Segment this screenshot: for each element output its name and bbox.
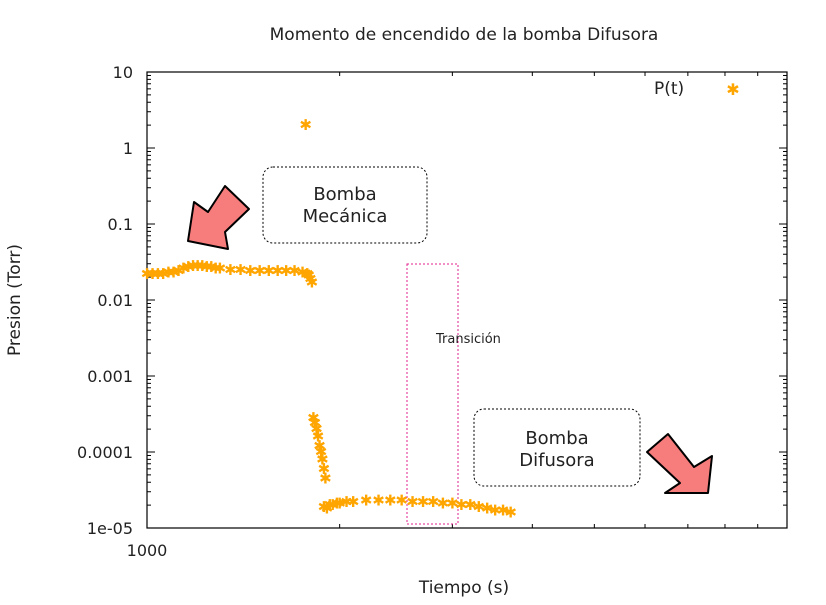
annotation-transicion: Transición: [435, 332, 501, 347]
data-point: ✱: [315, 443, 328, 461]
data-point: ✱: [310, 420, 323, 438]
y-tick-label: 1e-05: [87, 519, 133, 538]
x-axis-label: Tiempo (s): [418, 578, 509, 598]
y-tick-label: 0.0001: [77, 443, 133, 462]
y-tick-label: 1: [123, 139, 133, 158]
data-point: ✱: [162, 264, 175, 282]
annotation-line: Difusora: [519, 450, 594, 471]
data-point: ✱: [141, 265, 154, 283]
data-point: ✱: [304, 270, 317, 288]
chart-title: Momento de encendido de la bomba Difusor…: [270, 25, 659, 45]
y-axis-label: Presion (Torr): [5, 244, 25, 356]
annotation-mecanica: Bomba Mecánica: [303, 184, 388, 227]
annotation-line: Bomba: [313, 184, 376, 205]
data-point: ✱: [187, 257, 200, 275]
data-point: ✱: [489, 501, 502, 519]
data-point: ✱: [313, 437, 326, 455]
data-point: ✱: [316, 450, 329, 468]
data-point: ✱: [301, 265, 314, 283]
data-point: ✱: [296, 264, 309, 282]
data-point: ✱: [288, 262, 301, 280]
data-point: ✱: [167, 264, 180, 282]
annotation-difusora: Bomba Difusora: [519, 428, 594, 471]
y-tick-label: 0.1: [108, 215, 133, 234]
data-point: ✱: [253, 262, 266, 280]
data-point: ✱: [464, 496, 477, 514]
legend-marker-icon: ✱: [726, 80, 739, 99]
data-point: ✱: [455, 496, 468, 514]
data-point: ✱: [234, 261, 247, 279]
data-point: ✱: [347, 493, 360, 511]
data-point: ✱: [182, 258, 195, 276]
x-tick-label: 1000: [127, 541, 168, 560]
data-point: ✱: [172, 262, 185, 280]
data-point: ✱: [318, 498, 331, 516]
transition-box: [406, 263, 459, 525]
data-point: ✱: [224, 261, 237, 279]
data-point: ✱: [191, 257, 204, 275]
data-point: ✱: [263, 262, 276, 280]
data-point: ✱: [384, 492, 397, 510]
data-point: ✱: [201, 258, 214, 276]
data-point: ✱: [326, 496, 339, 514]
data-point: ✱: [196, 257, 209, 275]
data-point: ✱: [244, 262, 257, 280]
data-point: ✱: [504, 503, 517, 521]
data-point: ✱: [417, 493, 430, 511]
plot-frame: [146, 71, 788, 529]
data-point: ✱: [307, 409, 320, 427]
x-axis-ticks: 1000: [127, 72, 759, 560]
data-point: ✱: [299, 116, 312, 134]
legend: P(t) ✱: [654, 79, 740, 99]
arrow-right-icon: [646, 433, 713, 494]
data-point: ✱: [303, 267, 316, 285]
data-point: ✱: [331, 495, 344, 513]
y-tick-label: 0.001: [87, 367, 133, 386]
data-point: ✱: [481, 500, 494, 518]
data-point: ✱: [309, 414, 322, 432]
data-point: ✱: [306, 273, 319, 291]
data-point: ✱: [333, 495, 346, 513]
data-point: ✱: [360, 492, 373, 510]
y-tick-label: 10: [113, 63, 133, 82]
data-point: ✱: [312, 427, 325, 445]
annotation-box-difusora: [473, 408, 641, 487]
data-point: ✱: [395, 492, 408, 510]
data-point: ✱: [205, 258, 218, 276]
data-point: ✱: [319, 469, 332, 487]
data-point: ✱: [340, 493, 353, 511]
data-point: ✱: [177, 259, 190, 277]
data-point: ✱: [321, 500, 334, 518]
data-point: ✱: [437, 495, 450, 513]
data-point: ✱: [146, 265, 159, 283]
data-series-p-t: ✱✱✱✱✱✱✱✱✱✱✱✱✱✱✱✱✱✱✱✱✱✱✱✱✱✱✱✱✱✱✱✱✱✱✱✱✱✱✱✱…: [141, 116, 517, 521]
data-point: ✱: [280, 262, 293, 280]
data-point: ✱: [406, 493, 419, 511]
annotation-line: Mecánica: [303, 206, 388, 227]
legend-label: P(t): [654, 79, 684, 99]
annotation-line: Bomba: [525, 428, 588, 449]
data-point: ✱: [427, 493, 440, 511]
data-point: ✱: [473, 498, 486, 516]
data-point: ✱: [497, 501, 510, 519]
data-point: ✱: [157, 265, 170, 283]
data-point: ✱: [152, 265, 165, 283]
data-point: ✱: [318, 460, 331, 478]
y-tick-label: 0.01: [97, 291, 133, 310]
data-point: ✱: [214, 259, 227, 277]
annotation-box-mecanica: [262, 166, 428, 244]
data-point: ✱: [323, 496, 336, 514]
data-point: ✱: [446, 495, 459, 513]
y-axis-ticks: 10 1 0.1 0.01 0.001 0.0001 1e-05: [77, 63, 787, 538]
arrow-left-icon: [187, 185, 250, 250]
data-point: ✱: [209, 259, 222, 277]
data-point: ✱: [372, 492, 385, 510]
data-point: ✱: [271, 262, 284, 280]
